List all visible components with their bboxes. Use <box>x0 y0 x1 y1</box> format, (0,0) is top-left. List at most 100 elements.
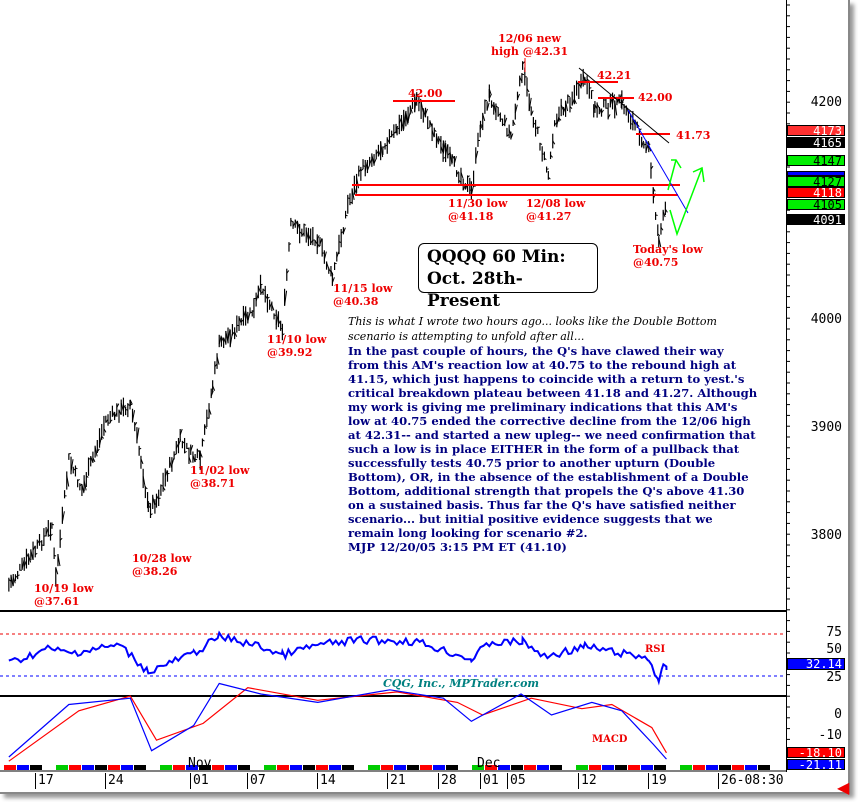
price-bar-close-tick <box>433 129 437 132</box>
price-bar-close-tick <box>479 125 483 130</box>
session-color-strip <box>199 765 211 770</box>
price-bar-close-tick <box>234 331 238 337</box>
date-tick: 12 <box>578 773 597 789</box>
session-color-strip <box>719 765 731 770</box>
date-tick: 19 <box>648 773 667 789</box>
price-value-box: 4091 <box>787 214 845 225</box>
date-tick: 17 <box>35 773 54 789</box>
price-bar-close-tick <box>512 120 516 126</box>
commentary-line: on a sustained basis. Thus far the Q's h… <box>348 498 736 512</box>
session-color-strip <box>277 765 289 770</box>
session-color-strip <box>550 765 562 770</box>
session-color-strip <box>212 765 224 770</box>
session-color-strip <box>82 765 94 770</box>
price-bar-close-tick <box>134 422 138 426</box>
session-color-strip <box>368 765 380 770</box>
price-bar-close-tick <box>53 554 57 557</box>
session-color-strip <box>394 765 406 770</box>
price-value-box: 4127 <box>787 176 845 187</box>
session-color-strip <box>264 765 276 770</box>
price-bar-close-tick <box>514 104 518 114</box>
commentary-line: MJP 12/20/05 3:15 PM ET (41.10) <box>348 540 567 554</box>
price-bar-close-tick <box>510 133 514 139</box>
session-color-strip <box>459 765 471 770</box>
price-bar-close-tick <box>28 555 32 563</box>
price-tick: 4000 <box>810 312 842 327</box>
rsi-tick: 50 <box>826 642 842 657</box>
commentary-line: Bottom, additional strength that propels… <box>348 484 745 498</box>
watermark: CQG, Inc., MPTrader.com <box>383 677 540 690</box>
annotation-11-15: 11/15 low @40.38 <box>333 282 393 308</box>
price-bar-close-tick <box>70 459 74 472</box>
session-color-strip <box>290 765 302 770</box>
chart-title: QQQQ 60 Min: <box>427 247 566 267</box>
session-color-strip <box>771 765 783 770</box>
session-color-strip <box>303 765 315 770</box>
level-label: 42.21 <box>597 69 632 82</box>
date-tick: 05 <box>507 773 526 789</box>
price-bar-close-tick <box>558 117 562 121</box>
price-bar-close-tick <box>460 172 464 179</box>
price-bar-close-tick <box>652 187 656 192</box>
session-color-strip <box>667 765 679 770</box>
price-bar-close-tick <box>202 439 205 442</box>
signal-last-value: -21.11 <box>787 759 845 770</box>
session-color-strip <box>654 765 666 770</box>
price-tick: 3800 <box>810 528 842 543</box>
price-bar-close-tick <box>86 475 89 478</box>
rsi-line <box>8 630 668 686</box>
session-color-strip <box>680 765 692 770</box>
date-tick: 24 <box>105 773 124 789</box>
date-tick: 28 <box>438 773 457 789</box>
rsi-tick: 75 <box>826 625 842 640</box>
session-color-strip <box>628 765 640 770</box>
price-bar-close-tick <box>61 511 65 523</box>
price-bar-close-tick <box>395 125 399 128</box>
price-bar-close-tick <box>526 88 530 93</box>
price-bar-close-tick <box>59 537 63 541</box>
commentary-line: from this AM's reaction low at 40.75 to … <box>348 358 737 372</box>
session-color-strip <box>511 765 523 770</box>
session-color-strip <box>121 765 133 770</box>
price-bar-close-tick <box>467 175 470 178</box>
price-bar-close-tick <box>190 445 194 452</box>
price-value-box: 4118 <box>787 187 845 198</box>
green-arrowhead <box>671 159 682 169</box>
price-bar-close-tick <box>216 356 220 365</box>
price-bar-close-tick <box>208 408 212 415</box>
month-label: Dec <box>477 756 501 771</box>
price-tick: 4200 <box>810 95 842 110</box>
session-color-strip <box>173 765 185 770</box>
macd-tick: -10 <box>818 728 842 743</box>
session-color-strip <box>602 765 614 770</box>
price-bar-close-tick <box>530 110 534 116</box>
price-bar-close-tick <box>621 98 625 104</box>
session-color-strip <box>43 765 55 770</box>
session-color-strip <box>160 765 172 770</box>
annotation-today-low: Today's low @40.75 <box>633 243 703 269</box>
price-bar-close-tick <box>436 135 439 145</box>
price-bar-close-tick <box>267 296 270 299</box>
price-bar-close-tick <box>103 428 107 433</box>
macd-last-value: -18.10 <box>787 747 845 758</box>
price-bar-close-tick <box>50 533 53 537</box>
price-bar-close-tick <box>323 251 327 260</box>
scroll-left-arrow-icon[interactable]: ◀ <box>837 780 850 797</box>
price-bar-close-tick <box>641 140 645 147</box>
price-bar-close-tick <box>567 95 571 98</box>
session-color-strip <box>693 765 705 770</box>
commentary-line: at 42.31-- and started a new upleg-- we … <box>348 428 756 442</box>
session-color-strip <box>706 765 718 770</box>
price-bar-close-tick <box>427 127 430 129</box>
price-bar-close-tick <box>607 114 611 119</box>
price-bar-close-tick <box>589 87 592 89</box>
price-bar-close-tick <box>482 113 486 122</box>
price-bar-close-tick <box>288 243 292 245</box>
session-color-strip <box>147 765 159 770</box>
price-bar-close-tick <box>660 227 664 231</box>
price-bar-close-tick <box>442 157 446 159</box>
level-label: 42.00 <box>408 87 443 100</box>
price-bar-close-tick <box>303 223 307 226</box>
trendline-black <box>578 67 670 144</box>
commentary-line: Bottom), OR, in the absence of the estab… <box>348 470 749 484</box>
